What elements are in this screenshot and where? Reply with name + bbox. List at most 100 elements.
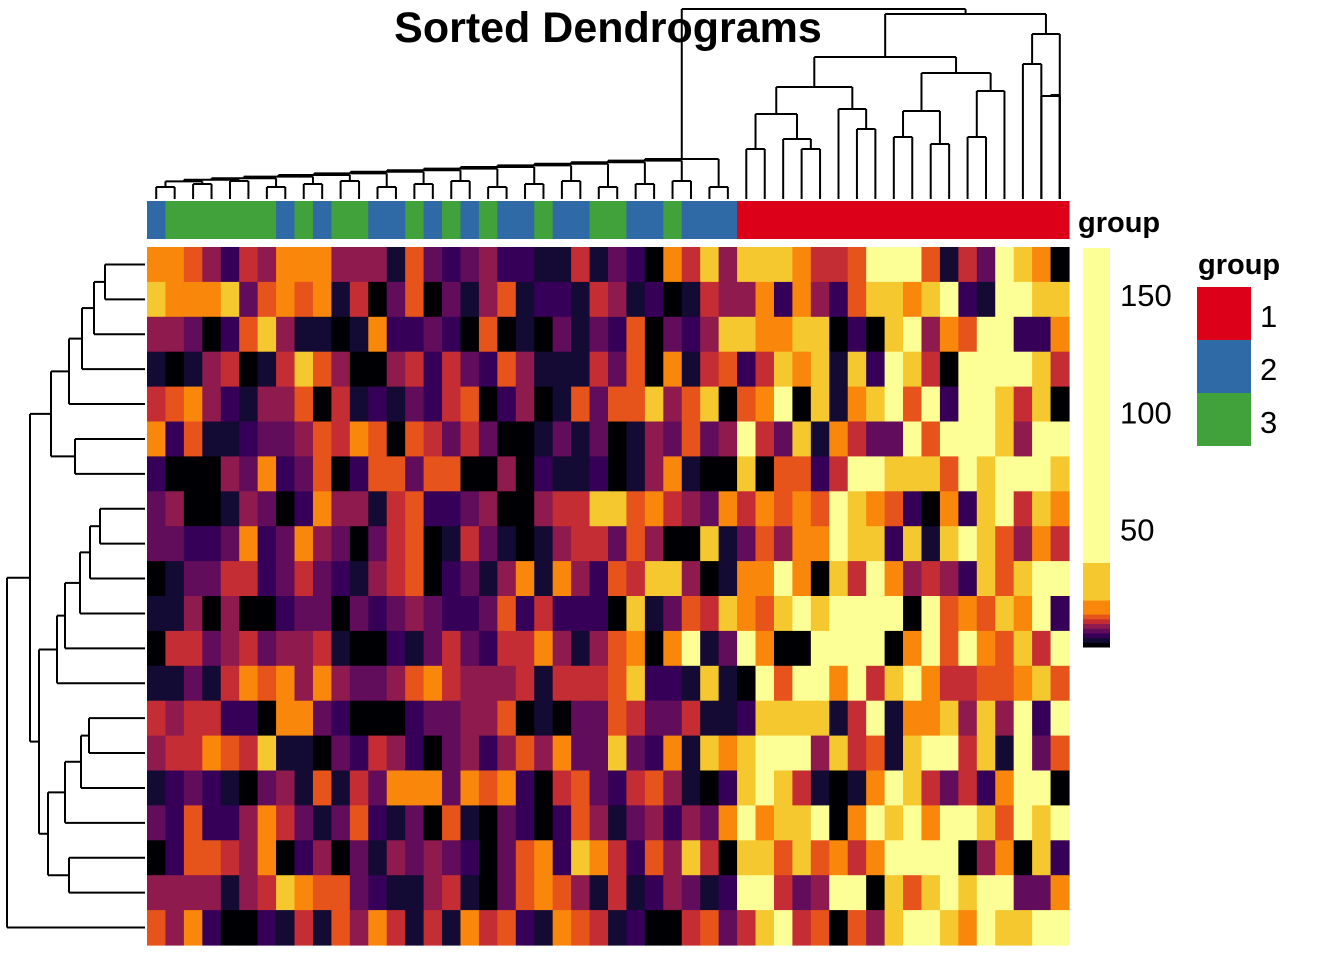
heatmap-cell — [239, 735, 259, 772]
heatmap-cell — [202, 316, 222, 353]
heatmap-cell — [239, 421, 259, 457]
heatmap-cell — [866, 351, 886, 388]
heatmap-cell — [681, 247, 701, 283]
heatmap-cell — [257, 351, 277, 388]
heatmap-cell — [626, 735, 646, 772]
heatmap-cell — [1050, 665, 1070, 702]
heatmap-cell — [276, 596, 296, 632]
heatmap-cell — [165, 281, 185, 318]
heatmap-cell — [773, 421, 793, 457]
heatmap-cell — [644, 840, 664, 876]
heatmap-cell — [755, 316, 775, 353]
heatmap-cell — [312, 665, 332, 702]
heatmap-cell — [331, 735, 351, 772]
heatmap-cell — [294, 386, 314, 423]
heatmap-cell — [515, 526, 535, 562]
heatmap-cell — [220, 910, 240, 946]
heatmap-cell — [773, 630, 793, 667]
heatmap-cell — [147, 526, 167, 562]
heatmap-cell — [810, 840, 830, 876]
heatmap-cell — [903, 316, 923, 353]
heatmap-cell — [792, 421, 812, 457]
heatmap-cell — [294, 596, 314, 632]
heatmap-cell — [220, 630, 240, 667]
heatmap-cell — [312, 770, 332, 806]
heatmap-cell — [257, 910, 277, 946]
heatmap-cell — [331, 456, 351, 492]
heatmap-cell — [460, 386, 480, 423]
heatmap-cell — [921, 247, 941, 283]
heatmap-cell — [497, 910, 517, 946]
heatmap-cell — [608, 805, 628, 841]
heatmap-cell — [866, 665, 886, 702]
heatmap-cell — [737, 456, 757, 492]
heatmap-cell — [755, 351, 775, 388]
heatmap-cell — [423, 526, 443, 562]
heatmap-cell — [644, 910, 664, 946]
heatmap-cell — [294, 630, 314, 667]
heatmap-cell — [1013, 561, 1033, 597]
heatmap-cell — [1032, 875, 1052, 911]
heatmap-cell — [423, 735, 443, 772]
heatmap-cell — [589, 875, 609, 911]
heatmap-cell — [460, 316, 480, 353]
group-annotation-cell — [220, 201, 240, 239]
heatmap-cell — [626, 840, 646, 876]
heatmap-cell — [663, 491, 683, 527]
heatmap-cell — [976, 281, 996, 318]
heatmap-cell — [958, 630, 978, 667]
heatmap-cell — [405, 491, 425, 527]
heatmap-cell — [276, 247, 296, 283]
heatmap-cell — [1013, 491, 1033, 527]
heatmap-cell — [202, 735, 222, 772]
heatmap-cell — [939, 630, 959, 667]
heatmap-cell — [368, 491, 388, 527]
heatmap-cell — [423, 491, 443, 527]
heatmap-cell — [1050, 281, 1070, 318]
heatmap-cell — [276, 735, 296, 772]
heatmap-cell — [884, 840, 904, 876]
heatmap-cell — [331, 875, 351, 911]
heatmap-cell — [460, 526, 480, 562]
heatmap-cell — [386, 910, 406, 946]
heatmap-cell — [810, 770, 830, 806]
heatmap-cell — [903, 770, 923, 806]
heatmap-cell — [921, 630, 941, 667]
heatmap-cell — [608, 875, 628, 911]
heatmap-cell — [737, 491, 757, 527]
heatmap-cell — [976, 770, 996, 806]
heatmap-cell — [810, 735, 830, 772]
group-legend-swatch — [1197, 340, 1251, 393]
heatmap-cell — [368, 910, 388, 946]
heatmap-cell — [829, 700, 849, 737]
heatmap-cell — [681, 665, 701, 702]
heatmap-cell — [331, 630, 351, 667]
heatmap-cell — [718, 281, 738, 318]
heatmap-cell — [700, 630, 720, 667]
heatmap-cell — [792, 770, 812, 806]
heatmap-cell — [294, 247, 314, 283]
heatmap-cell — [478, 316, 498, 353]
heatmap-cell — [884, 351, 904, 388]
heatmap-cell — [866, 247, 886, 283]
heatmap-cell — [405, 840, 425, 876]
heatmap-cell — [737, 421, 757, 457]
heatmap-cell — [165, 316, 185, 353]
heatmap-cell — [276, 491, 296, 527]
heatmap-cell — [608, 700, 628, 737]
heatmap-cell — [571, 910, 591, 946]
heatmap-cell — [534, 281, 554, 318]
heatmap-cell — [257, 281, 277, 318]
heatmap-cell — [644, 351, 664, 388]
heatmap-cell — [976, 805, 996, 841]
heatmap-cell — [442, 910, 462, 946]
heatmap-cell — [294, 840, 314, 876]
heatmap-cell — [202, 281, 222, 318]
heatmap-cell — [552, 316, 572, 353]
heatmap-cell — [147, 596, 167, 632]
heatmap-cell — [405, 386, 425, 423]
heatmap-cell — [220, 805, 240, 841]
heatmap-cell — [349, 805, 369, 841]
heatmap-cell — [995, 456, 1015, 492]
heatmap-cell — [312, 630, 332, 667]
